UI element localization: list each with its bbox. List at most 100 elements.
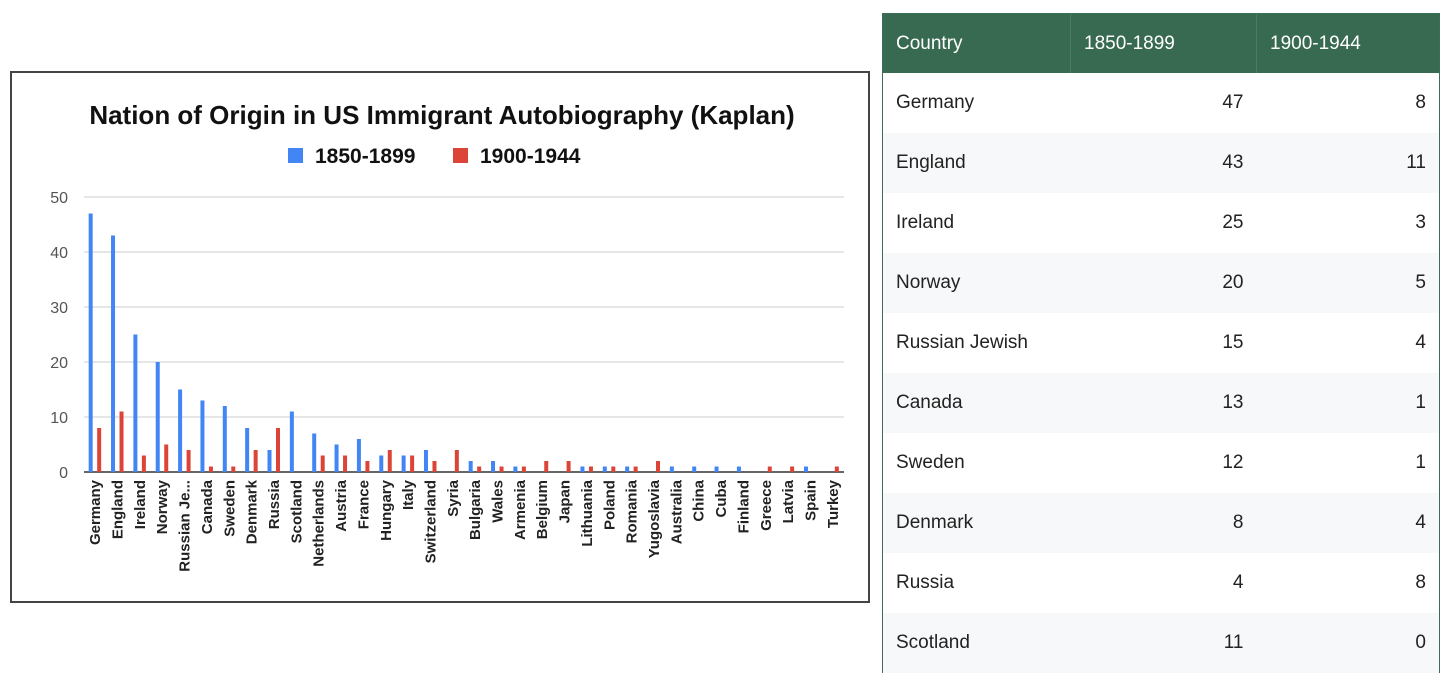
x-axis-labels: Germany England Ireland Norway Russian Je...… — [87, 479, 842, 571]
bar-1850-1899-Austria — [334, 444, 339, 472]
bar-chart: Nation of Origin in US Immigrant Autobio… — [50, 100, 844, 572]
bar-1850-1899-Hungary — [379, 455, 384, 472]
x-tick-label: Bulgaria — [467, 479, 484, 540]
x-tick-label: Belgium — [534, 480, 551, 539]
table-cell-country: Ireland — [896, 212, 955, 233]
bar-1900-1944-Canada — [208, 466, 213, 472]
bar-1850-1899-Russia — [267, 450, 272, 472]
bar-1850-1899-France — [356, 439, 361, 472]
table-cell-1850-1899: 43 — [1070, 133, 1257, 193]
table-cell-1900-1944: 8 — [1415, 92, 1426, 113]
table-row: Scotland 11 0 — [883, 613, 1439, 673]
table-cell-1850-1899: 11 — [1070, 613, 1257, 673]
x-tick-label: Syria — [445, 479, 462, 516]
bar-1900-1944-Austria — [343, 455, 348, 472]
table-cell-country: Canada — [883, 373, 1071, 433]
x-tick-label: Ireland — [132, 480, 149, 529]
bar-1900-1944-Lithuania — [588, 466, 593, 472]
table-cell-1850-1899: 47 — [1222, 92, 1244, 113]
bar-1850-1899-Poland — [602, 466, 607, 472]
table-cell-1850-1899: 12 — [1222, 452, 1244, 473]
bar-1850-1899-Spain — [803, 466, 808, 472]
table-row: England 43 11 — [883, 133, 1439, 193]
x-tick-label: Romania — [624, 479, 641, 543]
x-tick-label: China — [691, 479, 708, 521]
bar-1900-1944-Japan — [566, 461, 571, 472]
x-tick-label: Netherlands — [311, 480, 328, 567]
x-tick-label: Lithuania — [579, 479, 596, 546]
table-cell-1900-1944: 1 — [1256, 373, 1439, 433]
bar-1850-1899-Bulgaria — [468, 461, 473, 472]
x-tick-label: Armenia — [512, 479, 529, 540]
bar-1900-1944-Romania — [633, 466, 638, 472]
table-cell-country: Norway — [883, 253, 1071, 313]
table-cell-country: Russia — [896, 572, 955, 593]
bar-1850-1899-Denmark — [245, 428, 250, 472]
chart-legend: 1850-1899 1900-1944 — [288, 145, 581, 168]
bar-1850-1899-Norway — [155, 362, 160, 472]
x-tick-label: Spain — [802, 480, 819, 521]
x-tick-label: Switzerland — [422, 480, 439, 563]
table-cell-country: Denmark — [883, 493, 1071, 553]
x-tick-label: Poland — [601, 480, 618, 530]
table-cell-1850-1899: 13 — [1070, 373, 1257, 433]
header-1900-1944: 1900-1944 — [1256, 14, 1439, 73]
x-tick-label: Finland — [735, 480, 752, 533]
x-tick-label: France — [355, 480, 372, 529]
bar-1900-1944-England — [119, 411, 124, 472]
table-cell-1900-1944: 5 — [1256, 253, 1439, 313]
table-row: Germany 47 8 — [883, 73, 1439, 133]
x-tick-label: Turkey — [825, 479, 842, 528]
x-tick-label: Australia — [668, 479, 685, 544]
x-tick-label: Wales — [490, 480, 507, 523]
table-row: Canada 13 1 — [883, 373, 1439, 433]
chart-gridlines — [84, 196, 844, 473]
header-country: Country — [883, 14, 1071, 73]
table-cell-1850-1899: 8 — [1070, 493, 1257, 553]
x-tick-label: Italy — [400, 479, 417, 510]
bar-1850-1899-Romania — [625, 466, 630, 472]
table-cell-1900-1944: 3 — [1415, 212, 1426, 233]
chart-frame: Nation of Origin in US Immigrant Autobio… — [10, 71, 870, 603]
x-tick-label: Yugoslavia — [646, 479, 663, 558]
bar-1850-1899-Canada — [200, 400, 205, 472]
table-cell-1900-1944: 8 — [1415, 572, 1426, 593]
x-tick-label: Denmark — [244, 479, 261, 544]
bar-1900-1944-Belgium — [544, 461, 549, 472]
x-tick-label: Canada — [199, 479, 216, 534]
bar-1850-1899-Switzerland — [423, 450, 428, 472]
bar-1850-1899-Sweden — [222, 406, 227, 472]
bar-1900-1944-Russian Je... — [186, 450, 191, 472]
bar-1900-1944-Switzerland — [432, 461, 437, 472]
legend-label: 1850-1899 — [315, 145, 415, 168]
table-cell-country: Russian Jewish — [896, 332, 1028, 353]
table-row: Ireland 25 3 — [883, 193, 1439, 253]
table-row: Russia 4 8 — [883, 553, 1439, 613]
bar-1900-1944-Denmark — [253, 450, 258, 472]
table-cell-1900-1944: 1 — [1415, 452, 1426, 473]
x-tick-label: Japan — [557, 480, 574, 523]
table-cell-1900-1944: 11 — [1256, 133, 1439, 193]
bar-1850-1899-Cuba — [714, 466, 719, 472]
table-cell-1900-1944: 4 — [1256, 493, 1439, 553]
bar-1900-1944-Italy — [410, 455, 415, 472]
y-tick-label: 30 — [50, 300, 68, 317]
x-tick-label: Russia — [266, 479, 283, 529]
bar-1850-1899-Scotland — [289, 411, 294, 472]
bar-1900-1944-Russia — [276, 428, 280, 472]
y-axis-ticks: 0 10 20 30 40 50 — [50, 190, 68, 482]
bar-1900-1944-Ireland — [141, 455, 146, 472]
bar-1850-1899-Italy — [401, 455, 406, 472]
y-tick-label: 40 — [50, 245, 68, 262]
bar-1900-1944-Norway — [164, 444, 169, 472]
bar-1900-1944-France — [365, 461, 370, 472]
x-tick-label: Germany — [87, 479, 104, 545]
table-header-row: Country 1850-1899 1900-1944 — [883, 14, 1439, 73]
bar-1900-1944-Syria — [454, 450, 459, 472]
table-row: Denmark 8 4 — [883, 493, 1439, 553]
bar-1850-1899-England — [111, 235, 116, 472]
bar-1900-1944-Germany — [97, 428, 102, 472]
table-cell-country: Germany — [896, 92, 975, 113]
table-cell-1900-1944: 4 — [1415, 332, 1426, 353]
x-tick-label: Sweden — [221, 480, 238, 537]
